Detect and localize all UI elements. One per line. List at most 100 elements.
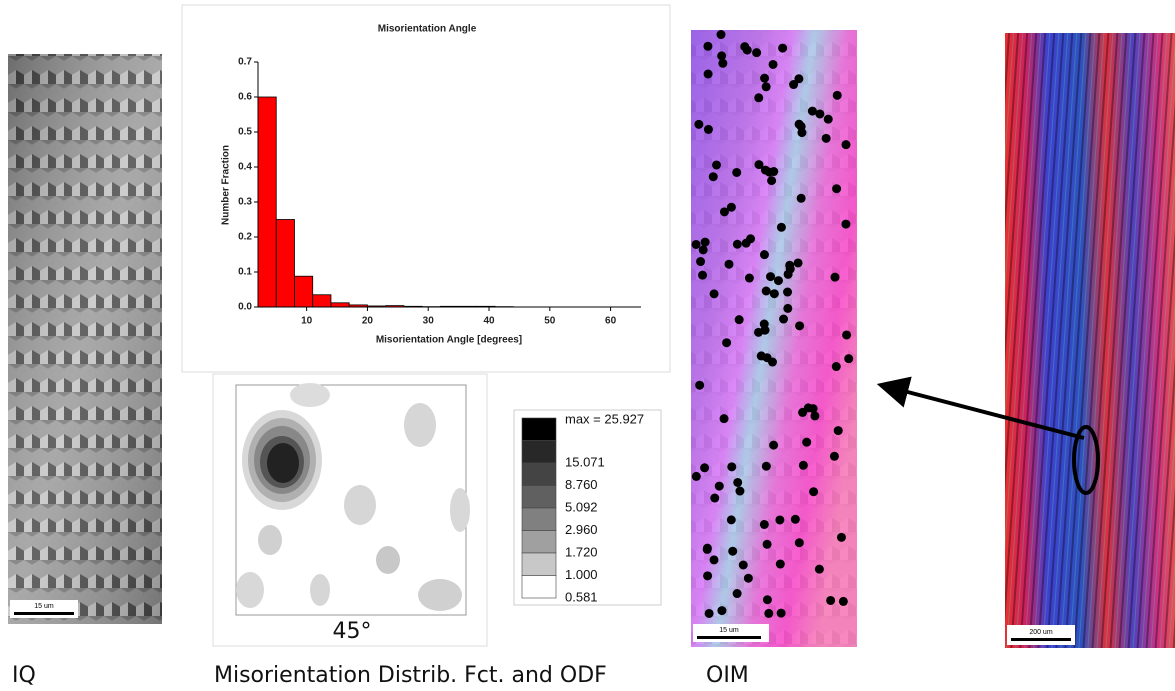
grain (698, 270, 708, 280)
grain (703, 41, 713, 51)
grain (794, 119, 804, 129)
scale-bar-label: 15 um (34, 603, 54, 610)
scale-bar-label: 200 um (1029, 629, 1053, 636)
legend-label: 1.000 (565, 567, 598, 582)
grain (844, 354, 854, 364)
grain (754, 160, 764, 170)
grain (744, 273, 754, 283)
grain (691, 239, 701, 249)
grain (696, 257, 706, 267)
grain (714, 481, 724, 491)
grain (732, 239, 742, 249)
grain (695, 380, 705, 390)
grain (735, 486, 745, 496)
grain (821, 133, 831, 143)
grain (802, 437, 812, 447)
legend-label: 5.092 (565, 499, 598, 514)
grain (742, 45, 752, 55)
grain (702, 544, 712, 554)
grain (838, 596, 848, 606)
grain (711, 160, 721, 170)
grain (810, 411, 820, 421)
grain (790, 514, 800, 524)
grain (694, 119, 704, 129)
grain (717, 606, 727, 616)
grain (726, 515, 736, 525)
grain (703, 124, 713, 134)
grain (698, 245, 708, 255)
grain (761, 82, 771, 92)
grain (779, 314, 789, 324)
grain (785, 260, 795, 270)
grain (764, 608, 774, 618)
grain (831, 362, 841, 372)
y-tick-label: 0.5 (238, 127, 252, 138)
y-tick-label: 0.3 (238, 197, 252, 208)
grain (761, 286, 771, 296)
grain (743, 573, 753, 583)
grain (775, 515, 785, 525)
x-axis-label: Misorientation Angle [degrees] (376, 335, 522, 346)
legend-label: 15.071 (565, 454, 605, 469)
odf-section: 45° (212, 373, 488, 647)
legend-swatch (521, 530, 557, 554)
x-tick-label: 50 (544, 316, 556, 327)
caption: OIM (706, 663, 749, 688)
grain (769, 289, 779, 299)
grain (826, 595, 836, 605)
legend-swatch (521, 575, 557, 599)
legend-swatch (521, 462, 557, 486)
grain (718, 58, 728, 68)
grain (728, 546, 738, 556)
grain (798, 460, 808, 470)
grain (732, 167, 742, 177)
legend-swatch (521, 485, 557, 509)
grain (727, 462, 737, 472)
y-tick-label: 0.1 (238, 267, 252, 278)
grain (752, 48, 762, 58)
grain (841, 219, 851, 229)
legend-swatch (521, 417, 557, 441)
x-tick-label: 20 (362, 316, 374, 327)
y-tick-label: 0.7 (238, 57, 252, 68)
bar (330, 302, 350, 308)
bar (257, 96, 277, 308)
grain (833, 426, 843, 436)
grain (793, 258, 803, 268)
grain (823, 114, 833, 124)
grain (768, 59, 778, 69)
grain (795, 321, 805, 331)
grain (794, 538, 804, 548)
grain (832, 90, 842, 100)
overview-map: 200 um (1005, 33, 1175, 648)
grain (809, 487, 819, 497)
grain (710, 493, 720, 503)
grain (832, 184, 842, 194)
caption: Misorientation Distrib. Fct. and ODF (214, 663, 607, 688)
grain (829, 451, 839, 461)
grain (762, 353, 772, 363)
grain (703, 69, 713, 79)
grain (717, 51, 727, 61)
grain (759, 319, 769, 329)
grain (764, 167, 774, 177)
grain (716, 30, 726, 40)
legend-label: 0.581 (565, 589, 598, 604)
grain (741, 238, 751, 248)
grain (803, 403, 813, 413)
grain (760, 73, 770, 83)
grain (733, 477, 743, 487)
grain (842, 330, 852, 340)
grain (794, 74, 804, 84)
grain (776, 608, 786, 618)
chart-title: Misorientation Angle (378, 24, 477, 35)
x-tick-label: 30 (423, 316, 435, 327)
grain (703, 571, 713, 581)
grain (732, 589, 742, 599)
grain (767, 176, 777, 186)
x-tick-label: 10 (301, 316, 313, 327)
bar (312, 294, 332, 308)
grain (762, 539, 772, 549)
grain (789, 80, 799, 90)
grain (836, 532, 846, 542)
